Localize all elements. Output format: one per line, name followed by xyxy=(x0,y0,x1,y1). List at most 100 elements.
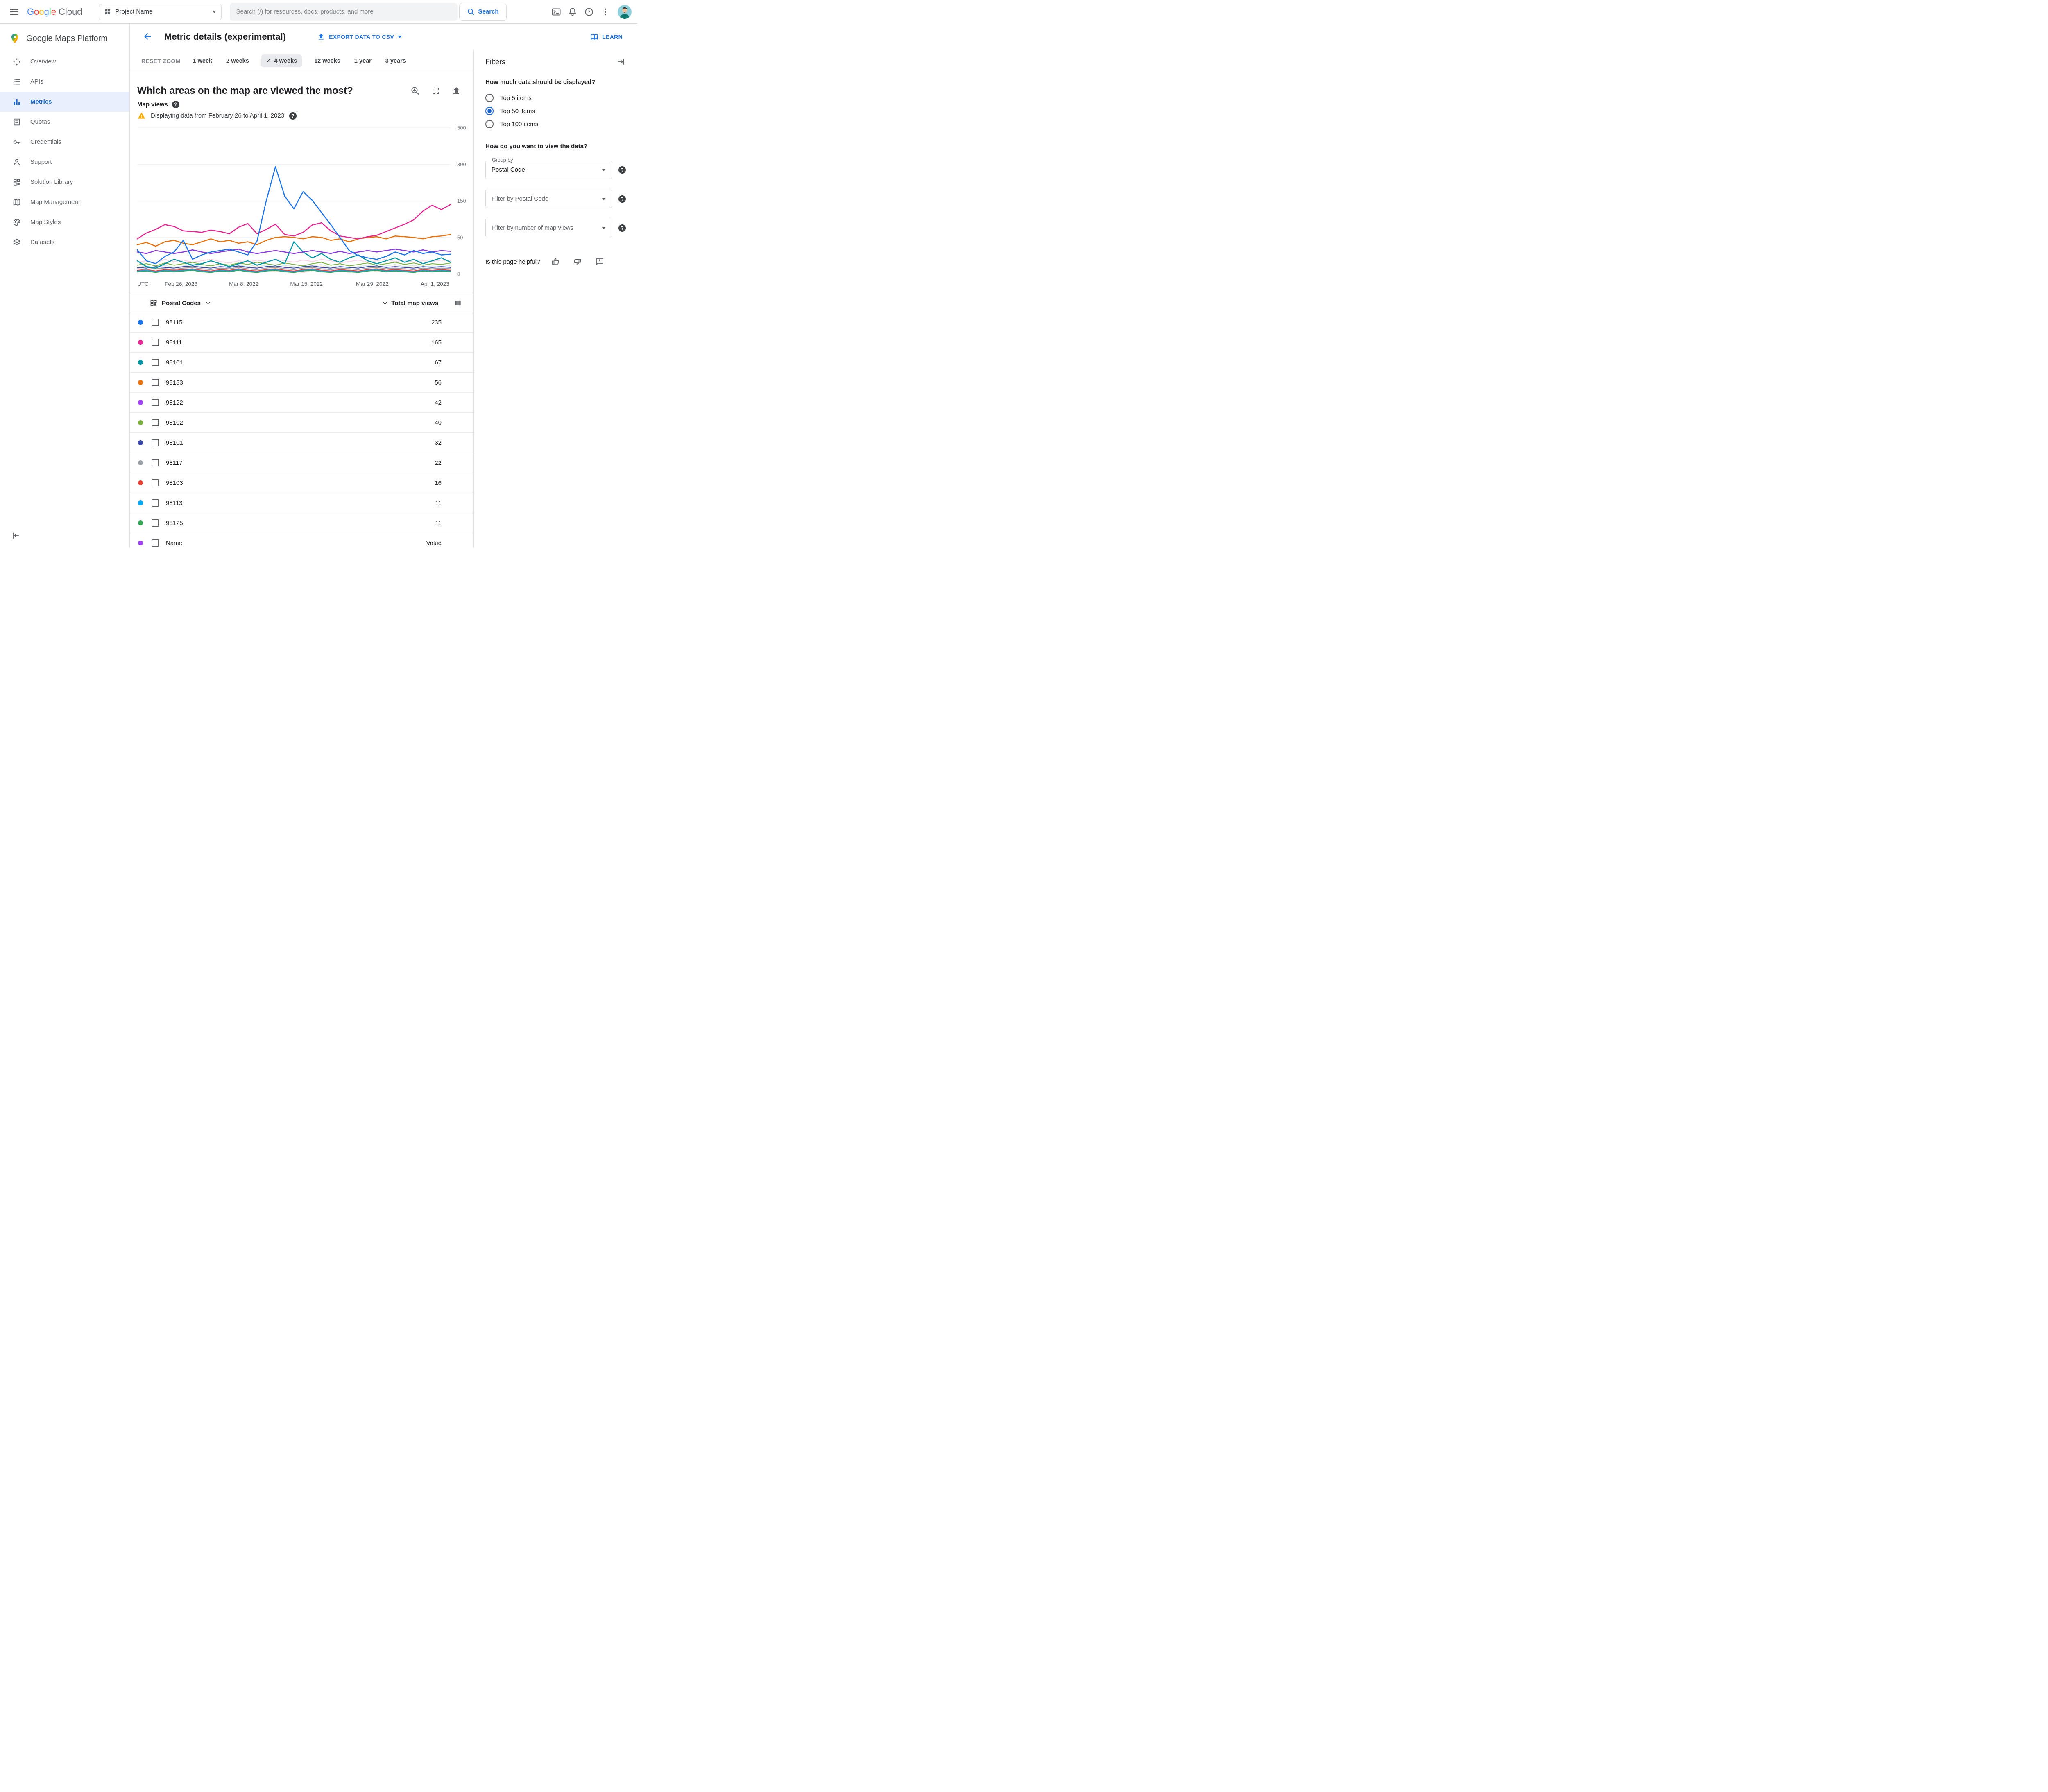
map-views-value: 16 xyxy=(435,479,442,486)
sidebar-item-label: Overview xyxy=(30,58,56,65)
thumb-up-button[interactable] xyxy=(551,257,560,267)
row-checkbox[interactable] xyxy=(152,339,159,346)
row-checkbox[interactable] xyxy=(152,479,159,486)
sidebar-item-datasets[interactable]: Datasets xyxy=(0,232,129,252)
avatar[interactable] xyxy=(618,5,632,19)
project-selector[interactable]: Project Name xyxy=(98,3,222,20)
sidebar-item-support[interactable]: Support xyxy=(0,152,129,172)
hamburger-menu-button[interactable] xyxy=(6,4,22,20)
cloud-wordmark: Cloud xyxy=(59,6,82,17)
cloud-shell-button[interactable] xyxy=(548,4,564,20)
sidebar-item-credentials[interactable]: Credentials xyxy=(0,132,129,152)
row-checkbox[interactable] xyxy=(152,419,159,426)
notifications-button[interactable] xyxy=(564,4,581,20)
main-column: RESET ZOOM 1 week 2 weeks ✓ 4 weeks 12 weeks… xyxy=(130,50,473,548)
group-by-postal-codes-button[interactable]: Postal Codes xyxy=(150,299,211,307)
back-arrow-icon xyxy=(144,33,151,40)
range-2-weeks[interactable]: 2 weeks xyxy=(224,55,251,67)
radio-option-top-5-items[interactable]: Top 5 items xyxy=(485,91,626,104)
range-label: 1 week xyxy=(193,57,213,64)
chart-actions xyxy=(410,86,461,96)
back-button[interactable] xyxy=(142,32,153,42)
sidebar-item-label: Quotas xyxy=(30,118,50,125)
learn-label: LEARN xyxy=(602,34,623,40)
svg-text:?: ? xyxy=(588,10,591,15)
row-checkbox[interactable] xyxy=(152,399,159,406)
metrics-line-chart[interactable]: 0 50 150 300 500 UTC Feb 26, 2023 Mar 8, 2022 Ma… xyxy=(130,124,473,290)
sidebar-item-map-styles[interactable]: Map Styles xyxy=(0,212,129,232)
sidebar-item-metrics[interactable]: Metrics xyxy=(0,92,129,112)
radio-option-top-100-items[interactable]: Top 100 items xyxy=(485,118,626,131)
row-checkbox[interactable] xyxy=(152,319,159,326)
chart-title-row: Which areas on the map are viewed the mo… xyxy=(137,85,461,97)
content-area: Metric details (experimental) EXPORT DAT… xyxy=(130,24,637,548)
row-checkbox[interactable] xyxy=(152,539,159,547)
chevron-down-icon xyxy=(398,36,402,38)
range-4-weeks[interactable]: ✓ 4 weeks xyxy=(261,54,302,67)
radio-selected-icon[interactable] xyxy=(485,107,494,115)
table-row: 98101 67 xyxy=(130,353,473,373)
thumb-down-button[interactable] xyxy=(573,257,582,267)
warning-icon xyxy=(138,112,145,119)
map-views-filter-select[interactable]: Filter by number of map views xyxy=(485,219,612,237)
range-12-weeks[interactable]: 12 weeks xyxy=(313,55,342,67)
help-icon[interactable] xyxy=(618,224,626,232)
row-checkbox[interactable] xyxy=(152,459,159,466)
sort-by-total-map-views-button[interactable]: Total map views xyxy=(381,299,438,307)
row-checkbox[interactable] xyxy=(152,359,159,366)
sidebar-item-overview[interactable]: Overview xyxy=(0,52,129,72)
help-icon[interactable] xyxy=(618,195,626,203)
table-header-right: Total map views xyxy=(381,299,462,307)
collapse-sidebar-button[interactable] xyxy=(7,527,24,544)
more-options-button[interactable] xyxy=(597,4,614,20)
range-1-week[interactable]: 1 week xyxy=(191,55,214,67)
map-views-value: 32 xyxy=(435,439,442,446)
column-settings-button[interactable] xyxy=(454,299,462,307)
table-row: 98102 40 xyxy=(130,413,473,433)
help-icon[interactable] xyxy=(172,101,180,108)
dashboard-icon xyxy=(150,300,157,306)
google-wordmark: Google xyxy=(27,6,57,17)
row-checkbox[interactable] xyxy=(152,439,159,446)
series-color-dot xyxy=(138,340,143,345)
sidebar-item-apis[interactable]: APIs xyxy=(0,72,129,92)
search-input[interactable] xyxy=(229,2,458,21)
row-checkbox[interactable] xyxy=(152,379,159,386)
zoom-in-button[interactable] xyxy=(410,86,420,96)
range-label: 4 weeks xyxy=(274,57,297,64)
feedback-button[interactable] xyxy=(595,257,605,267)
fullscreen-icon xyxy=(433,88,439,94)
svg-text:Mar 15, 2022: Mar 15, 2022 xyxy=(290,281,323,287)
sidebar-item-map-management[interactable]: Map Management xyxy=(0,192,129,212)
map-views-value: 11 xyxy=(435,519,442,527)
radio-icon[interactable] xyxy=(485,94,494,102)
row-checkbox[interactable] xyxy=(152,519,159,527)
metrics-icon xyxy=(12,97,21,106)
group-by-select[interactable]: Group by Postal Code xyxy=(485,157,612,179)
radio-option-top-50-items[interactable]: Top 50 items xyxy=(485,104,626,118)
help-button[interactable]: ? xyxy=(581,4,597,20)
reset-zoom-button[interactable]: RESET ZOOM xyxy=(141,57,181,64)
table-row: Name Value xyxy=(130,533,473,548)
google-cloud-logo[interactable]: Google Cloud xyxy=(27,7,82,17)
radio-icon[interactable] xyxy=(485,120,494,128)
sidebar-title: Google Maps Platform xyxy=(26,34,108,43)
postal-code-label: Name xyxy=(166,539,183,547)
export-chart-button[interactable] xyxy=(451,86,461,96)
postal-code-filter-select[interactable]: Filter by Postal Code xyxy=(485,190,612,208)
help-icon[interactable] xyxy=(289,112,297,120)
collapse-filters-button[interactable] xyxy=(617,57,626,66)
group-by-value: Postal Code xyxy=(492,166,525,173)
key-icon xyxy=(12,138,21,147)
help-icon[interactable] xyxy=(618,166,626,174)
learn-button[interactable]: LEARN xyxy=(590,32,623,41)
sidebar-item-solution-library[interactable]: Solution Library xyxy=(0,172,129,192)
search-button[interactable]: Search xyxy=(459,2,507,21)
fullscreen-button[interactable] xyxy=(431,86,441,96)
zoom-in-icon xyxy=(411,87,419,95)
range-3-years[interactable]: 3 years xyxy=(384,55,408,67)
row-checkbox[interactable] xyxy=(152,499,159,507)
export-csv-button[interactable]: EXPORT DATA TO CSV xyxy=(317,33,402,41)
sidebar-item-quotas[interactable]: Quotas xyxy=(0,112,129,132)
range-1-year[interactable]: 1 year xyxy=(353,55,373,67)
